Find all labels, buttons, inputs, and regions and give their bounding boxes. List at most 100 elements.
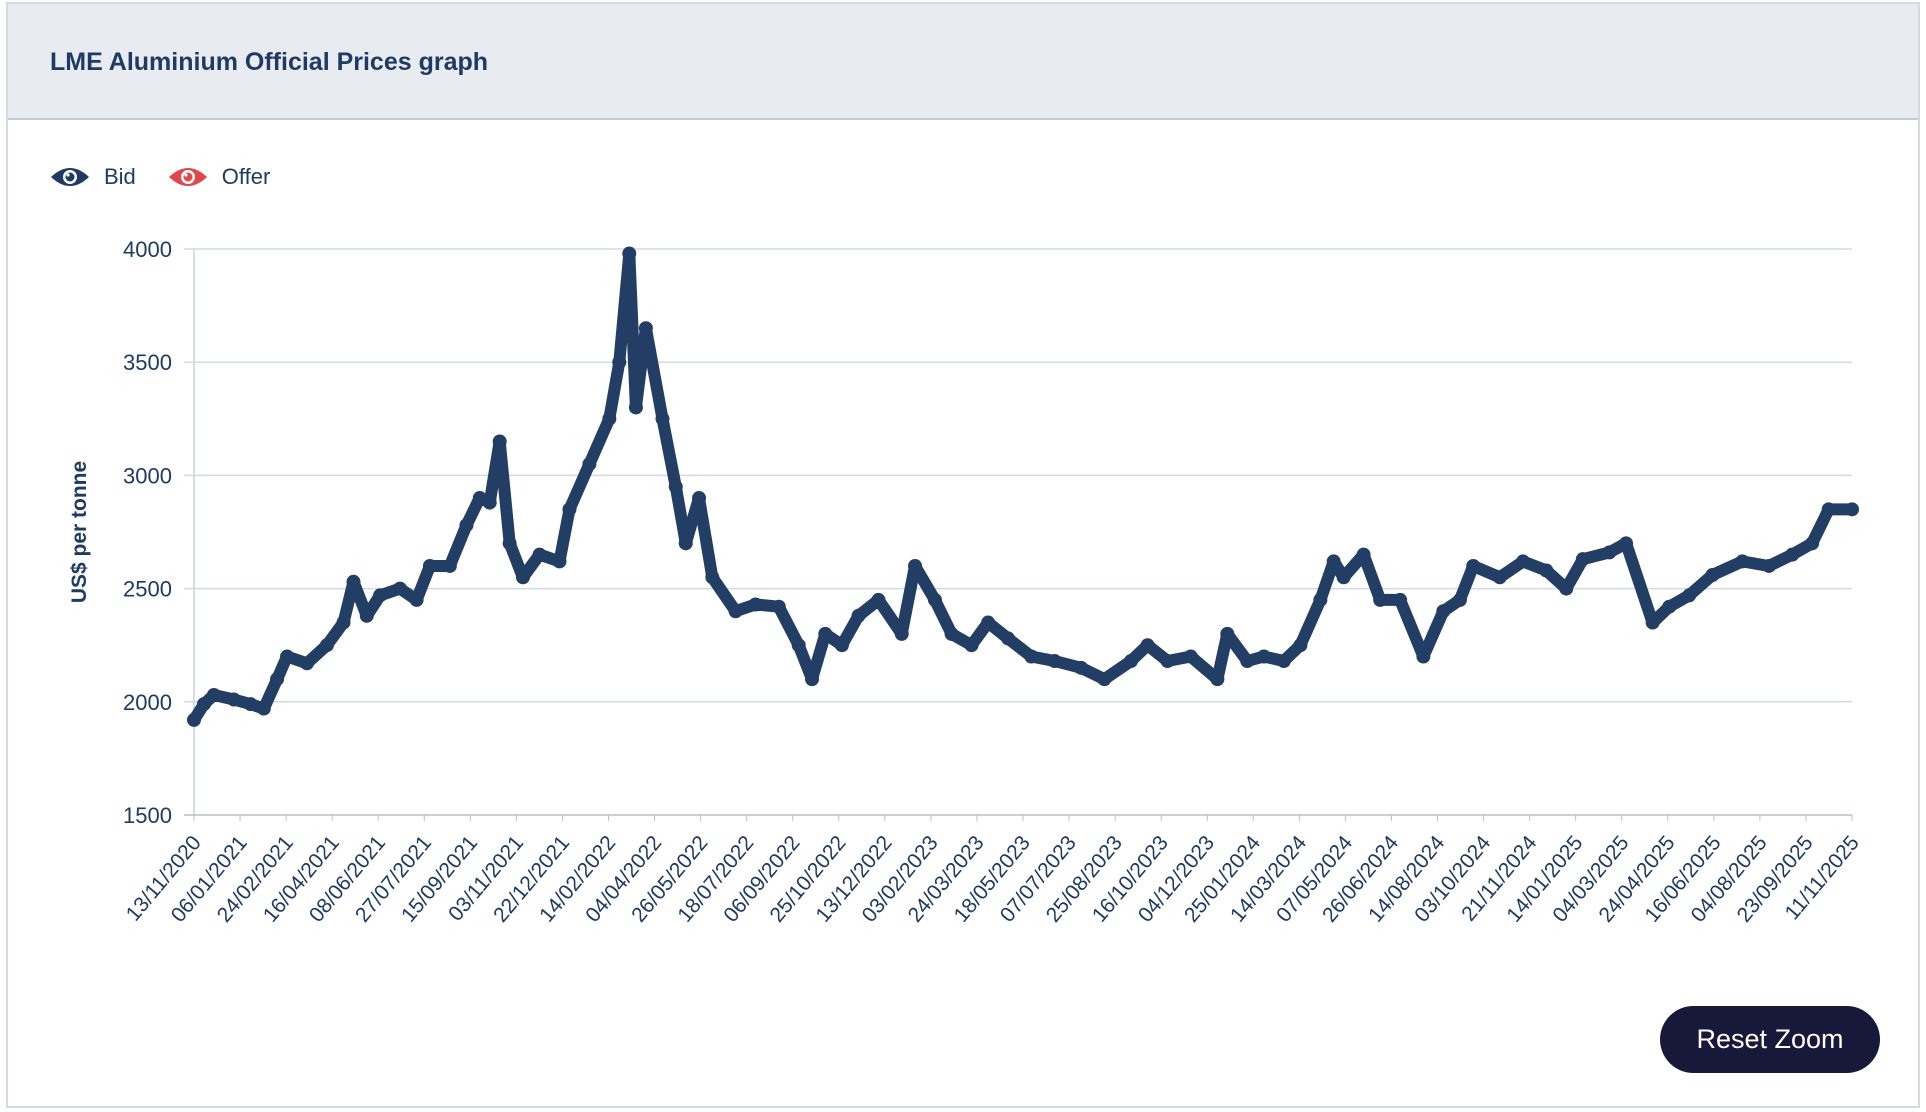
data-point[interactable] bbox=[1256, 649, 1271, 664]
data-point[interactable] bbox=[1326, 554, 1341, 569]
data-point[interactable] bbox=[692, 491, 707, 506]
data-point[interactable] bbox=[299, 656, 314, 671]
data-point[interactable] bbox=[1705, 568, 1720, 583]
data-point[interactable] bbox=[1313, 592, 1328, 607]
data-point[interactable] bbox=[393, 581, 408, 596]
data-point[interactable] bbox=[196, 697, 211, 712]
data-point[interactable] bbox=[373, 588, 388, 603]
data-point[interactable] bbox=[1516, 554, 1531, 569]
data-point[interactable] bbox=[728, 604, 743, 619]
data-point[interactable] bbox=[1356, 547, 1371, 562]
data-point[interactable] bbox=[981, 615, 996, 630]
data-point[interactable] bbox=[582, 457, 597, 472]
data-point[interactable] bbox=[1123, 654, 1138, 669]
data-point[interactable] bbox=[1001, 631, 1016, 646]
data-point[interactable] bbox=[1436, 604, 1451, 619]
data-point[interactable] bbox=[409, 592, 424, 607]
data-point[interactable] bbox=[944, 626, 959, 641]
data-point[interactable] bbox=[894, 626, 909, 641]
data-point[interactable] bbox=[206, 688, 221, 703]
data-point[interactable] bbox=[502, 536, 517, 551]
data-point[interactable] bbox=[1645, 615, 1660, 630]
data-point[interactable] bbox=[655, 411, 670, 426]
data-point[interactable] bbox=[226, 692, 241, 707]
data-point[interactable] bbox=[359, 608, 374, 623]
data-point[interactable] bbox=[908, 558, 923, 573]
data-point[interactable] bbox=[1097, 672, 1112, 687]
data-point[interactable] bbox=[1821, 502, 1836, 517]
data-point[interactable] bbox=[1575, 552, 1590, 567]
data-point[interactable] bbox=[336, 615, 351, 630]
data-point[interactable] bbox=[1602, 545, 1617, 560]
data-point[interactable] bbox=[791, 638, 806, 653]
data-point[interactable] bbox=[552, 554, 567, 569]
data-point[interactable] bbox=[346, 574, 361, 589]
data-point[interactable] bbox=[442, 558, 457, 573]
data-point[interactable] bbox=[1393, 592, 1408, 607]
data-point[interactable] bbox=[622, 246, 637, 261]
data-point[interactable] bbox=[243, 697, 258, 712]
data-point[interactable] bbox=[1416, 649, 1431, 664]
data-point[interactable] bbox=[1336, 570, 1351, 585]
data-point[interactable] bbox=[1024, 649, 1039, 664]
data-point[interactable] bbox=[871, 592, 886, 607]
data-point[interactable] bbox=[612, 355, 627, 370]
data-point[interactable] bbox=[834, 638, 849, 653]
data-point[interactable] bbox=[270, 672, 285, 687]
data-point[interactable] bbox=[1047, 654, 1062, 669]
data-point[interactable] bbox=[1761, 558, 1776, 573]
data-point[interactable] bbox=[1140, 638, 1155, 653]
data-point[interactable] bbox=[628, 400, 643, 415]
y-tick-label: 2000 bbox=[123, 690, 172, 715]
data-point[interactable] bbox=[1785, 547, 1800, 562]
data-point[interactable] bbox=[964, 638, 979, 653]
data-point[interactable] bbox=[492, 434, 507, 449]
data-point[interactable] bbox=[482, 495, 497, 510]
data-point[interactable] bbox=[1619, 536, 1634, 551]
data-point[interactable] bbox=[1559, 581, 1574, 596]
data-point[interactable] bbox=[1466, 558, 1481, 573]
legend-item-bid[interactable]: Bid bbox=[50, 164, 136, 190]
data-point[interactable] bbox=[818, 626, 833, 641]
data-point[interactable] bbox=[422, 558, 437, 573]
data-point[interactable] bbox=[1735, 554, 1750, 569]
eye-icon bbox=[168, 168, 207, 186]
data-point[interactable] bbox=[851, 608, 866, 623]
data-point[interactable] bbox=[1805, 536, 1820, 551]
legend-item-offer[interactable]: Offer bbox=[168, 164, 270, 190]
data-point[interactable] bbox=[562, 502, 577, 517]
data-point[interactable] bbox=[1276, 654, 1291, 669]
data-point[interactable] bbox=[187, 712, 201, 727]
data-point[interactable] bbox=[668, 479, 683, 494]
data-point[interactable] bbox=[1662, 599, 1677, 614]
data-point[interactable] bbox=[1160, 654, 1175, 669]
data-point[interactable] bbox=[1452, 592, 1467, 607]
data-point[interactable] bbox=[532, 547, 547, 562]
data-point[interactable] bbox=[748, 597, 763, 612]
data-point[interactable] bbox=[256, 701, 271, 716]
data-point[interactable] bbox=[1539, 563, 1554, 578]
data-point[interactable] bbox=[1183, 649, 1198, 664]
data-point[interactable] bbox=[638, 321, 653, 336]
data-point[interactable] bbox=[771, 599, 786, 614]
data-point[interactable] bbox=[602, 411, 617, 426]
data-point[interactable] bbox=[1074, 660, 1089, 675]
data-point[interactable] bbox=[1220, 626, 1235, 641]
reset-zoom-button[interactable]: Reset Zoom bbox=[1660, 1006, 1880, 1073]
data-point[interactable] bbox=[1293, 638, 1308, 653]
data-point[interactable] bbox=[319, 638, 334, 653]
data-point[interactable] bbox=[1682, 588, 1697, 603]
data-point[interactable] bbox=[678, 536, 693, 551]
data-point[interactable] bbox=[1492, 570, 1507, 585]
data-point[interactable] bbox=[927, 592, 942, 607]
data-point[interactable] bbox=[805, 672, 820, 687]
data-point[interactable] bbox=[1210, 672, 1225, 687]
data-point[interactable] bbox=[1373, 592, 1388, 607]
data-point[interactable] bbox=[280, 649, 295, 664]
data-point[interactable] bbox=[705, 570, 720, 585]
data-point[interactable] bbox=[515, 570, 530, 585]
data-point[interactable] bbox=[1240, 654, 1255, 669]
data-point[interactable] bbox=[459, 518, 474, 533]
data-point[interactable] bbox=[1845, 502, 1859, 517]
